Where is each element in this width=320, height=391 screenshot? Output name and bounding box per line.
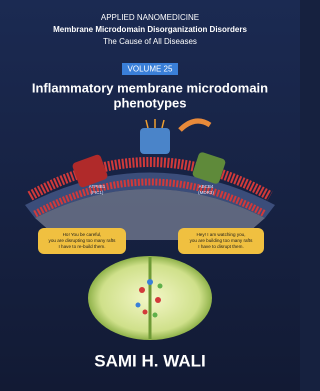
series-name: APPLIED NANOMEDICINE xyxy=(101,13,199,22)
subtitle: Membrane Microdomain Disorganization Dis… xyxy=(53,25,247,34)
protein-label: ABCB4 xyxy=(199,184,214,189)
protein-label: ATP8B1 xyxy=(89,184,106,189)
protein xyxy=(72,154,108,188)
protein xyxy=(192,152,226,184)
bubble-text: Ho! You be careful, xyxy=(63,232,102,237)
bubble-text: you are building too many rafts xyxy=(190,238,254,243)
illustration: ATP8B1 (FIC1) ABCB4 (MDR3) xyxy=(25,118,275,240)
tagline: The Cause of All Diseases xyxy=(103,37,197,46)
book-cover: APPLIED NANOMEDICINE Membrane Microdomai… xyxy=(0,0,300,391)
volume-box xyxy=(122,63,178,75)
protein xyxy=(140,128,170,154)
bubble-text: I have to re-build them. xyxy=(59,244,106,249)
cell xyxy=(88,256,212,340)
speech-bubble xyxy=(38,228,126,254)
lipid-layer xyxy=(27,157,273,201)
protein-label: (MDR3) xyxy=(198,190,214,195)
bubble-text: Hey! I am watching you, xyxy=(196,232,245,237)
bubble-text: I have to disrupt them. xyxy=(198,244,243,249)
volume: VOLUME 25 xyxy=(128,65,173,74)
title-line: phenotypes xyxy=(114,95,187,110)
arrow xyxy=(178,118,212,132)
speech-bubble xyxy=(178,228,264,254)
author: SAMI H. WALI xyxy=(94,351,205,370)
bubble-text: you are disrupting too many rafts xyxy=(49,238,117,243)
lipid-layer xyxy=(33,178,267,218)
protein-label: (FIC1) xyxy=(91,190,104,195)
membrane-base xyxy=(35,189,265,240)
title-line: Inflammatory membrane microdomain xyxy=(32,80,268,95)
